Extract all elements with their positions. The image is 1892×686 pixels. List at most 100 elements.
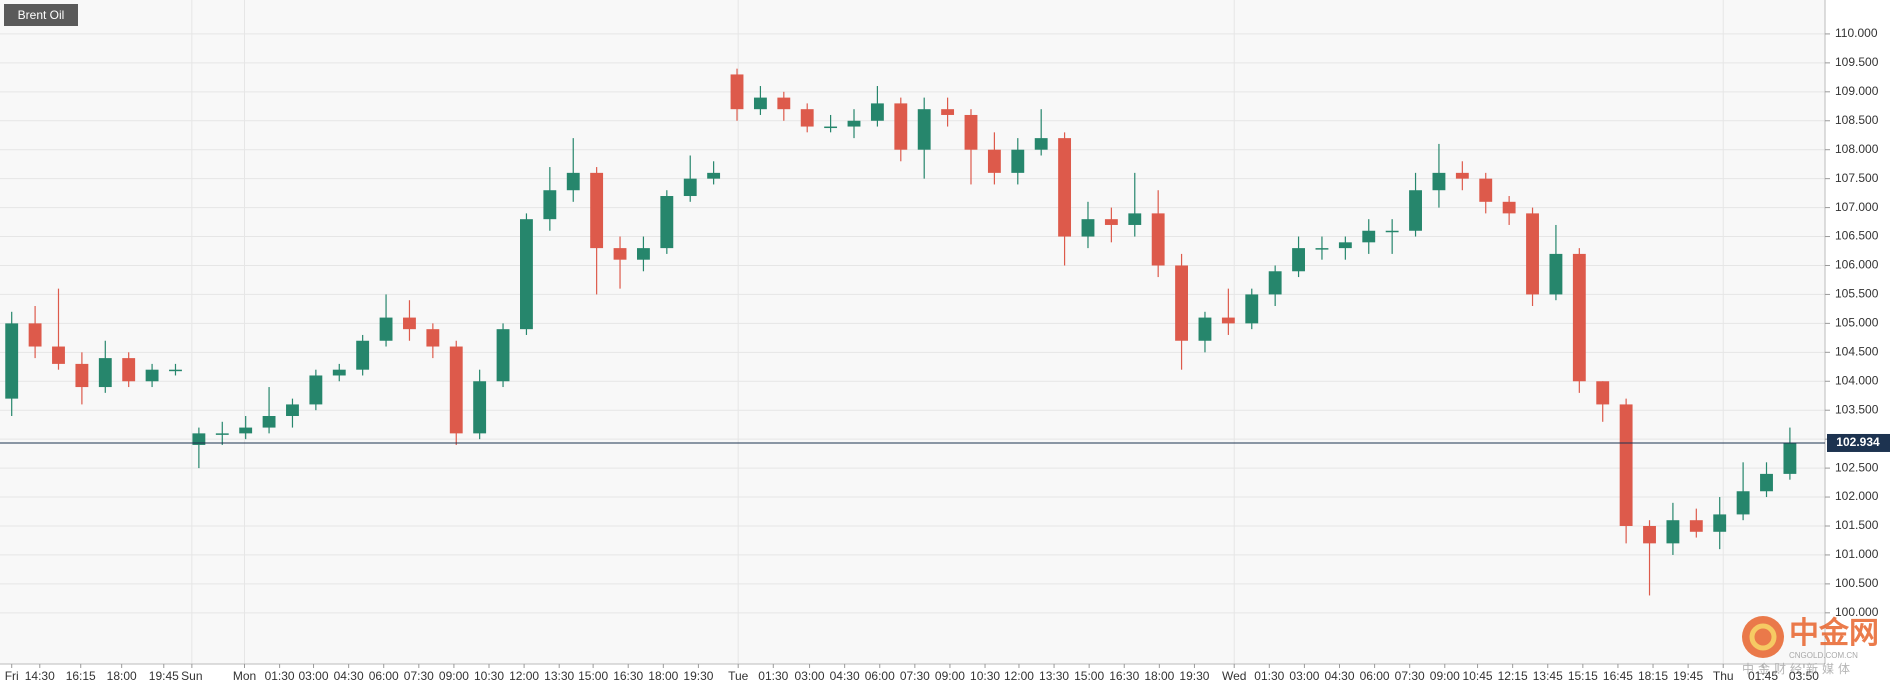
x-tick-label: 07:30	[404, 669, 434, 683]
candle-body	[1736, 491, 1750, 515]
candle-body	[777, 97, 791, 110]
candle-body	[636, 248, 650, 260]
x-tick-label: 13:45	[1533, 669, 1563, 683]
x-tick-label: 07:30	[900, 669, 930, 683]
candle-body	[75, 363, 89, 388]
candle-body	[1619, 404, 1633, 526]
x-tick-label: 01:30	[1254, 669, 1284, 683]
candle-body	[98, 358, 112, 388]
y-tick-label: 108.000	[1835, 142, 1879, 156]
y-tick-label: 104.500	[1835, 344, 1879, 358]
candle-body	[1760, 473, 1773, 492]
x-tick-label: 01:30	[758, 669, 788, 683]
candle-body	[1362, 230, 1376, 243]
candle-body	[1666, 520, 1680, 544]
candle-body	[52, 346, 65, 364]
candle-body	[1338, 242, 1352, 249]
candle-body	[145, 369, 159, 382]
watermark: 中金网 CNGOLD.COM.CN 中金财经新媒体	[1742, 616, 1879, 676]
candle-body	[964, 114, 978, 150]
x-tick-label: 06:00	[1360, 669, 1390, 683]
candle-body	[1572, 253, 1586, 382]
candle-body	[169, 369, 182, 372]
plot-background	[0, 0, 1825, 664]
x-tick-label: 12:15	[1498, 669, 1528, 683]
candle-body	[894, 103, 908, 150]
candle-body	[1385, 230, 1399, 233]
candle-body	[1643, 525, 1656, 544]
candle-body	[613, 248, 627, 260]
candle-body	[800, 109, 814, 127]
candle-body	[1549, 253, 1563, 295]
x-tick-label: 18:00	[1144, 669, 1174, 683]
x-tick-label: 16:45	[1603, 669, 1633, 683]
y-tick-label: 100.000	[1835, 605, 1879, 619]
candle-body	[543, 190, 557, 220]
candle-body	[1526, 213, 1539, 295]
candle-body	[28, 323, 42, 347]
candle-body	[1502, 201, 1516, 214]
x-tick-label: 06:00	[865, 669, 895, 683]
candle-body	[520, 219, 533, 330]
candle-body	[332, 369, 346, 376]
candle-body	[1689, 520, 1703, 532]
candle-body	[1128, 213, 1142, 225]
x-tick-label: 04:30	[1324, 669, 1354, 683]
grid	[0, 0, 1825, 664]
x-tick-label: 10:30	[970, 669, 1000, 683]
candle-body	[847, 120, 861, 127]
candle-body	[1713, 514, 1727, 532]
last-price-label: 102.934	[1836, 435, 1880, 449]
x-tick-label: 10:30	[474, 669, 504, 683]
y-tick-label: 106.000	[1835, 258, 1879, 272]
candle-body	[449, 346, 463, 434]
x-tick-label: 06:00	[369, 669, 399, 683]
y-tick-label: 103.500	[1835, 402, 1879, 416]
candle-body	[215, 433, 229, 435]
candle-body	[1245, 294, 1259, 324]
x-tick-label: Thu	[1713, 669, 1734, 683]
candle-body	[1315, 248, 1329, 250]
x-tick-label: 03:00	[1289, 669, 1319, 683]
y-tick-label: 105.500	[1835, 287, 1879, 301]
x-tick-label: 18:15	[1638, 669, 1668, 683]
candle-body	[1479, 178, 1493, 202]
candle-body	[870, 103, 884, 121]
x-tick-label: 19:45	[149, 669, 179, 683]
y-tick-label: 101.500	[1835, 518, 1879, 532]
candle-body	[987, 149, 1001, 173]
x-tick-label: 13:30	[544, 669, 574, 683]
candle-body	[356, 340, 370, 370]
candle-body	[1198, 317, 1212, 341]
x-tick-label: 19:30	[1179, 669, 1209, 683]
candle-body	[1058, 138, 1072, 237]
y-tick-label: 101.000	[1835, 547, 1879, 561]
watermark-name: 中金网	[1789, 616, 1879, 650]
x-tick-label: 16:15	[66, 669, 96, 683]
x-tick-label: 03:00	[299, 669, 329, 683]
x-tick-label: 16:30	[613, 669, 643, 683]
x-tick-label: 04:30	[830, 669, 860, 683]
candle-body	[1034, 138, 1048, 150]
candle-body	[379, 317, 393, 341]
candle-body	[239, 427, 253, 434]
candle-body	[5, 323, 19, 399]
x-tick-label: 04:30	[334, 669, 364, 683]
x-tick-label: 12:00	[1004, 669, 1034, 683]
title-box	[4, 4, 78, 26]
candle-body	[1011, 149, 1025, 173]
x-tick-label: 19:30	[683, 669, 713, 683]
x-tick-label: 16:30	[1109, 669, 1139, 683]
x-tick-label: 12:00	[509, 669, 539, 683]
candle-body	[473, 381, 487, 434]
candle-body	[941, 109, 955, 115]
watermark-site: CNGOLD.COM.CN	[1789, 651, 1858, 660]
candle-body	[1104, 219, 1118, 225]
x-tick-label: Sun	[181, 669, 202, 683]
x-tick-label: 18:00	[107, 669, 137, 683]
candle-body	[753, 97, 767, 110]
candle-body	[1081, 219, 1095, 237]
y-tick-label: 106.500	[1835, 229, 1879, 243]
chart-title: Brent Oil	[18, 8, 65, 22]
